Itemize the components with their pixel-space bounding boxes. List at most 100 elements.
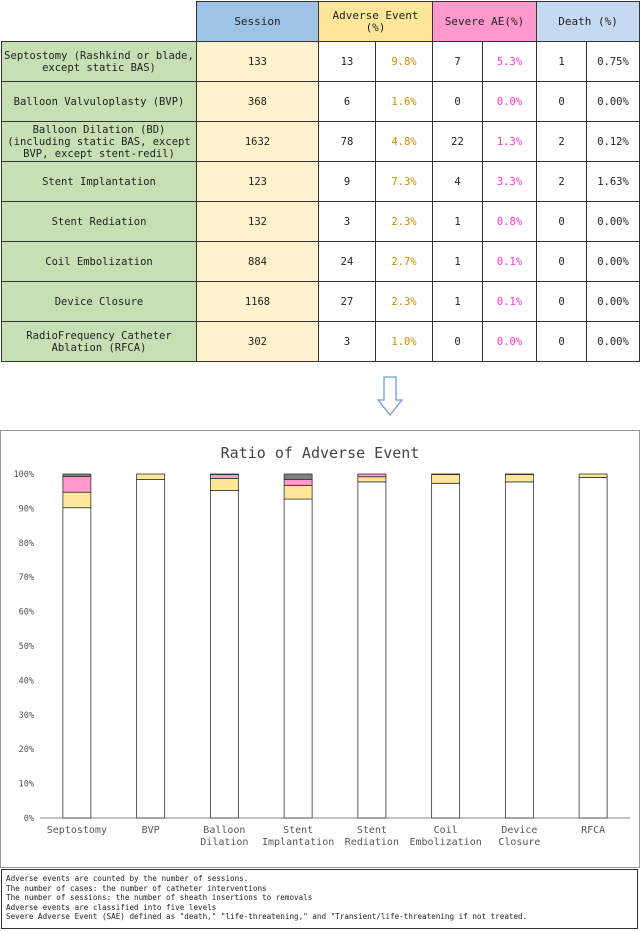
x-tick-label: Stent Rediation	[345, 825, 399, 848]
session-cell: 302	[196, 321, 319, 362]
sae-percent-cell: 0.8%	[481, 201, 538, 242]
y-tick-label: 40%	[19, 676, 34, 686]
death-count-cell: 1	[536, 41, 588, 82]
procedure-cell: Balloon Dilation (BD) (including static …	[1, 121, 197, 162]
ae-percent-cell: 4.8%	[375, 121, 433, 162]
footnotes: Adverse events are counted by the number…	[1, 869, 638, 929]
bar-segment-adverse-event	[504, 473, 534, 483]
death-count-cell: 0	[536, 281, 588, 322]
header-session: Session	[196, 1, 319, 42]
sae-percent-cell: 1.3%	[481, 121, 538, 162]
ae-percent-cell: 9.8%	[375, 41, 433, 82]
ae-percent-cell: 2.7%	[375, 241, 433, 282]
bar-segment-death	[283, 473, 313, 481]
chart-title: Ratio of Adverse Event	[220, 444, 420, 462]
procedure-cell: Balloon Valvuloplasty (BVP)	[1, 81, 197, 122]
bar-segment-severe-ae	[431, 473, 461, 476]
bar-segment-adverse-event	[431, 473, 461, 484]
sae-count-cell: 7	[432, 41, 483, 82]
bar-segment-severe-ae	[283, 479, 313, 486]
stacked-bar-chart: 0% 10% 20% 30% 40% 50% 60% 70% 80% 90% 100% Septost…	[14, 470, 630, 848]
x-tick-label: BVP	[142, 825, 160, 836]
sae-count-cell: 1	[432, 281, 483, 322]
header-blank-cell	[1, 1, 197, 42]
sae-percent-cell: 5.3%	[481, 41, 538, 82]
y-tick-label: 60%	[19, 608, 34, 618]
bar-segment-no-event	[431, 482, 461, 819]
header-severe-ae: Severe AE(%)	[431, 1, 538, 42]
bar-segment-death	[209, 473, 239, 476]
header-death: Death (%)	[536, 1, 640, 42]
death-percent-cell: 0.00%	[586, 241, 640, 282]
bar-segment-no-event	[357, 481, 387, 819]
ae-percent-cell: 1.6%	[375, 81, 433, 122]
bar-segment-severe-ae	[504, 473, 534, 476]
sae-count-cell: 4	[432, 161, 483, 202]
death-percent-cell: 0.12%	[586, 121, 640, 162]
bar-segment-severe-ae	[209, 474, 239, 479]
sae-count-cell: 22	[432, 121, 483, 162]
death-percent-cell: 0.00%	[586, 321, 640, 362]
death-count-cell: 0	[536, 81, 588, 122]
ae-count-cell: 3	[318, 321, 376, 362]
sae-count-cell: 0	[432, 321, 483, 362]
adverse-event-table: Session Adverse Event (%) Severe AE(%) D…	[1, 1, 640, 362]
table-row: RadioFrequency Catheter Ablation (RFCA) 3…	[1, 321, 640, 362]
table-row: Stent Implantation 123 9 7.3% 4 3.3% 2 1.63%	[1, 161, 640, 202]
session-cell: 368	[196, 81, 319, 122]
sae-percent-cell: 3.3%	[481, 161, 538, 202]
note-line: The number of sessions: the number of sh…	[6, 893, 313, 903]
ae-percent-cell: 7.3%	[375, 161, 433, 202]
procedure-cell: Stent Rediation	[1, 201, 197, 242]
ae-count-cell: 24	[318, 241, 376, 282]
note-line: Adverse events are counted by the number…	[6, 874, 249, 883]
sae-percent-cell: 0.1%	[481, 281, 538, 322]
death-percent-cell: 0.75%	[586, 41, 640, 82]
procedure-cell: Septostomy (Rashkind or blade, except st…	[1, 41, 197, 82]
bar-segment-death	[62, 473, 92, 477]
y-tick-label: 50%	[19, 642, 34, 652]
death-count-cell: 0	[536, 241, 588, 282]
death-count-cell: 0	[536, 201, 588, 242]
sae-count-cell: 1	[432, 241, 483, 282]
header-adverse-event: Adverse Event (%)	[318, 1, 433, 42]
bar-segment-adverse-event	[62, 491, 92, 509]
x-tick-label: Stent Implantation	[262, 825, 334, 848]
y-tick-label: 10%	[19, 780, 34, 790]
session-cell: 132	[196, 201, 319, 242]
death-percent-cell: 0.00%	[586, 201, 640, 242]
bar-segment-no-event	[136, 479, 166, 819]
y-tick-label: 100%	[14, 470, 34, 480]
bar-segment-no-event	[504, 481, 534, 819]
sae-percent-cell: 0.0%	[481, 81, 538, 122]
sae-percent-cell: 0.1%	[481, 241, 538, 282]
ae-count-cell: 78	[318, 121, 376, 162]
sae-percent-cell: 0.0%	[481, 321, 538, 362]
y-tick-label: 80%	[19, 539, 34, 549]
y-tick-label: 90%	[19, 504, 34, 514]
note-line: The number of cases: the number of cathe…	[6, 883, 267, 893]
bar-segment-adverse-event	[209, 478, 239, 491]
down-arrow-icon	[377, 376, 403, 416]
table-row: Balloon Valvuloplasty (BVP) 368 6 1.6% 0 0.0%…	[1, 81, 640, 122]
bar-segment-severe-ae	[62, 476, 92, 493]
table-row: Coil Embolization 884 24 2.7% 1 0.1% 0 0.00%	[1, 241, 640, 282]
bar-segment-no-event	[209, 490, 239, 819]
sae-count-cell: 0	[432, 81, 483, 122]
note-line: Adverse events are classified into five …	[6, 902, 217, 912]
x-tick-label: Coil Embolization	[410, 825, 482, 848]
session-cell: 1632	[196, 121, 319, 162]
ae-count-cell: 13	[318, 41, 376, 82]
session-cell: 1168	[196, 281, 319, 322]
bar-segment-adverse-event	[578, 473, 608, 478]
bar-segment-severe-ae	[357, 473, 387, 478]
table-row: Stent Rediation 132 3 2.3% 1 0.8% 0 0.00%	[1, 201, 640, 242]
ae-count-cell: 3	[318, 201, 376, 242]
death-percent-cell: 1.63%	[586, 161, 640, 202]
y-tick-label: 0%	[24, 814, 34, 824]
bar-segment-no-event	[62, 507, 92, 819]
y-tick-label: 70%	[19, 573, 34, 583]
x-tick-label: Balloon Dilation	[200, 825, 248, 848]
y-tick-label: 30%	[19, 711, 34, 721]
ae-percent-cell: 2.3%	[375, 281, 433, 322]
